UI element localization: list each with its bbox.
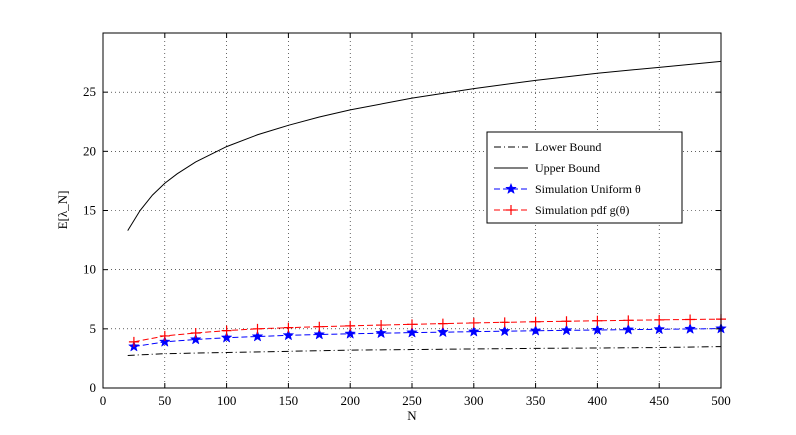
- data-point: [437, 318, 448, 329]
- data-point: [252, 323, 263, 334]
- data-point: [468, 317, 479, 328]
- x-axis-label: N: [407, 408, 417, 423]
- data-point: [529, 324, 542, 336]
- data-point: [282, 329, 295, 341]
- y-tick-label: 25: [83, 84, 96, 99]
- series-line: [127, 60, 722, 231]
- x-tick-label: 100: [217, 393, 237, 408]
- x-tick-label: 150: [279, 393, 299, 408]
- data-point: [344, 327, 357, 339]
- legend-label: Upper Bound: [535, 161, 600, 175]
- data-point: [221, 325, 232, 336]
- data-point: [592, 315, 603, 326]
- axis-ticks: 0 50 100 150 200 250 300 350 400 450 500 0 5 10 15 20 25: [83, 33, 731, 408]
- data-point: [313, 328, 326, 340]
- y-tick-label: 10: [83, 262, 96, 277]
- x-tick-label: 300: [464, 393, 484, 408]
- x-tick-label: 350: [526, 393, 546, 408]
- data-point: [591, 323, 604, 336]
- data-point: [314, 321, 325, 332]
- data-point: [684, 322, 697, 334]
- legend-marker: [505, 182, 517, 195]
- legend: Lower Bound Upper Bound Simulation Uniform…: [486, 131, 683, 224]
- data-point: [436, 325, 449, 338]
- series-line: [127, 346, 722, 356]
- data-point: [498, 324, 511, 337]
- y-tick-label: 0: [90, 380, 97, 395]
- data-point: [623, 315, 634, 326]
- legend-label: Simulation pdf g(θ): [535, 203, 629, 217]
- legend-marker: [506, 205, 516, 215]
- data-point: [654, 314, 665, 325]
- y-axis-label: E[λ_N]: [55, 191, 70, 230]
- data-point: [653, 323, 666, 335]
- data-point: [561, 316, 572, 327]
- data-point: [685, 314, 696, 325]
- data-point: [406, 326, 418, 338]
- x-tick-label: 400: [588, 393, 608, 408]
- legend-label: Lower Bound: [535, 140, 601, 154]
- data-point: [376, 320, 387, 331]
- data-point: [189, 333, 202, 345]
- data-point: [530, 316, 541, 327]
- data-point: [622, 323, 635, 335]
- data-point: [560, 324, 573, 336]
- x-tick-label: 50: [158, 393, 171, 408]
- data-point: [499, 317, 510, 328]
- series-upper-bound: [127, 60, 722, 231]
- data-point: [251, 330, 264, 342]
- series-simulation-uniform: [127, 322, 727, 352]
- x-tick-label: 500: [711, 393, 731, 408]
- x-tick-label: 450: [649, 393, 669, 408]
- x-tick-label: 250: [402, 393, 422, 408]
- y-tick-label: 5: [90, 321, 97, 336]
- y-tick-label: 20: [83, 143, 96, 158]
- series-simulation-pdf-g: [128, 314, 726, 347]
- data-point: [128, 336, 139, 347]
- data-point: [158, 335, 171, 347]
- data-point: [220, 331, 233, 343]
- series-layer: [127, 60, 727, 356]
- x-tick-label: 0: [100, 393, 107, 408]
- data-point: [190, 327, 201, 338]
- x-tick-label: 200: [340, 393, 360, 408]
- data-point: [345, 320, 356, 331]
- data-point: [467, 325, 480, 337]
- y-tick-label: 15: [83, 203, 96, 218]
- series-line: [133, 318, 722, 343]
- legend-label: Simulation Uniform θ: [535, 182, 641, 196]
- series-line: [133, 328, 722, 348]
- data-point: [159, 330, 170, 341]
- data-point: [283, 322, 294, 333]
- legend-box: [486, 131, 683, 224]
- data-point: [375, 326, 388, 339]
- data-point: [407, 319, 417, 330]
- series-lower-bound: [127, 346, 722, 356]
